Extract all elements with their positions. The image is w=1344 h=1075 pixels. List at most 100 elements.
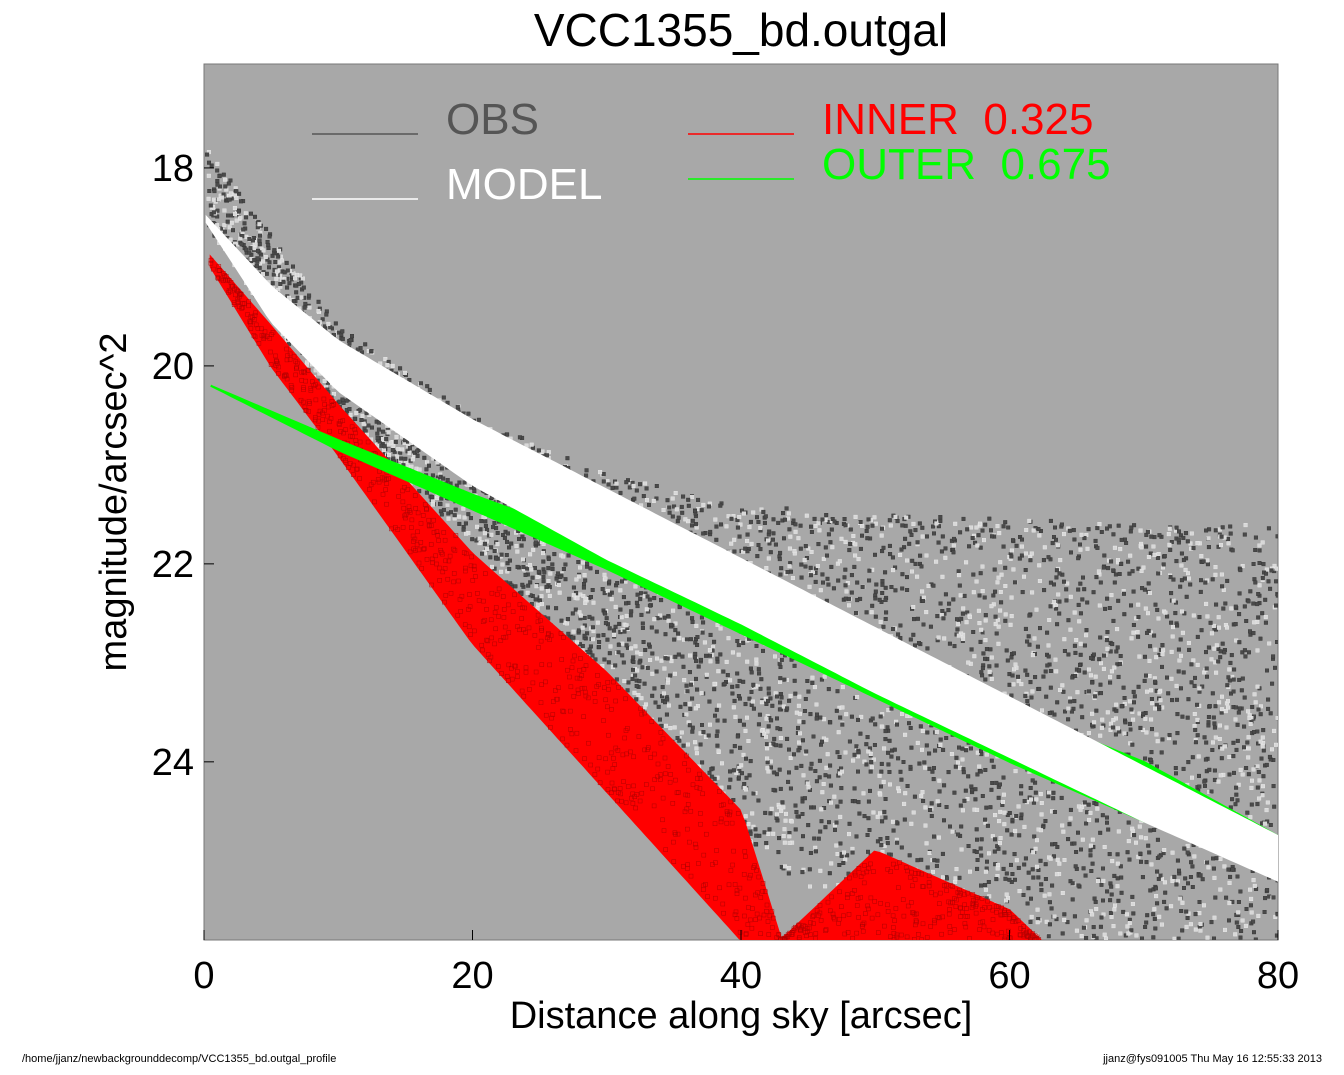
obs-point xyxy=(1136,602,1141,607)
obs-point xyxy=(1007,682,1012,687)
obs-point xyxy=(782,536,787,541)
obs-point xyxy=(537,598,542,603)
obs-point xyxy=(702,640,707,645)
obs-point xyxy=(1261,562,1266,567)
obs-point xyxy=(614,481,619,486)
obs-point xyxy=(1084,918,1089,923)
obs-point xyxy=(1225,537,1230,542)
obs-point xyxy=(648,658,653,663)
obs-point xyxy=(1094,708,1099,713)
obs-point xyxy=(861,791,866,796)
obs-point xyxy=(931,524,936,529)
obs-point xyxy=(1105,646,1110,651)
obs-point xyxy=(445,478,450,483)
obs-point xyxy=(1159,664,1164,669)
obs-point xyxy=(1027,613,1032,618)
obs-point xyxy=(787,698,792,703)
obs-point xyxy=(215,168,220,173)
obs-point xyxy=(781,511,786,516)
obs-point xyxy=(755,554,760,559)
obs-point xyxy=(778,665,783,670)
obs-point xyxy=(920,729,925,734)
obs-point xyxy=(541,579,546,584)
obs-point xyxy=(788,534,793,539)
obs-point xyxy=(853,799,858,804)
obs-point xyxy=(1108,674,1113,679)
obs-point xyxy=(1126,931,1131,936)
obs-point xyxy=(1169,676,1174,681)
obs-point xyxy=(814,716,819,721)
obs-point xyxy=(722,718,727,723)
obs-point xyxy=(1189,680,1194,685)
obs-point xyxy=(888,552,893,557)
obs-point xyxy=(693,706,698,711)
obs-point xyxy=(778,692,783,697)
obs-point xyxy=(1210,740,1215,745)
obs-point xyxy=(601,479,606,484)
obs-point xyxy=(866,816,871,821)
obs-point xyxy=(1106,827,1111,832)
obs-point xyxy=(1019,812,1024,817)
obs-point xyxy=(1179,563,1184,568)
obs-point xyxy=(961,770,966,775)
obs-point xyxy=(745,715,750,720)
obs-point xyxy=(654,484,659,489)
obs-point xyxy=(738,745,743,750)
obs-point xyxy=(1131,589,1136,594)
obs-point xyxy=(756,798,761,803)
obs-point xyxy=(1244,907,1249,912)
obs-point xyxy=(725,673,730,678)
obs-point xyxy=(736,643,741,648)
obs-point xyxy=(505,539,510,544)
obs-point xyxy=(730,684,735,689)
obs-point xyxy=(1146,581,1151,586)
obs-point xyxy=(1108,898,1113,903)
obs-point xyxy=(785,706,790,711)
obs-point xyxy=(936,635,941,640)
obs-point xyxy=(540,449,545,454)
obs-point xyxy=(1085,810,1090,815)
obs-point xyxy=(832,794,837,799)
obs-point xyxy=(620,641,625,646)
obs-point xyxy=(781,834,786,839)
obs-point xyxy=(662,691,667,696)
obs-point xyxy=(429,495,434,500)
obs-point xyxy=(924,610,929,615)
obs-point xyxy=(941,616,946,621)
obs-point xyxy=(1260,611,1265,616)
obs-point xyxy=(1003,584,1008,589)
obs-point xyxy=(1095,879,1100,884)
obs-point xyxy=(936,540,941,545)
obs-point xyxy=(642,705,647,710)
obs-point xyxy=(972,654,977,659)
obs-point xyxy=(789,819,794,824)
obs-point xyxy=(893,588,898,593)
obs-point xyxy=(570,611,575,616)
obs-point xyxy=(983,768,988,773)
obs-point xyxy=(1041,825,1046,830)
obs-point xyxy=(1122,731,1127,736)
obs-point xyxy=(1230,797,1235,802)
obs-point xyxy=(959,824,964,829)
obs-point xyxy=(1043,862,1048,867)
obs-point xyxy=(1170,850,1175,855)
obs-point xyxy=(1136,634,1141,639)
obs-point xyxy=(1054,917,1059,922)
obs-point xyxy=(755,515,760,520)
obs-point xyxy=(971,572,976,577)
obs-point xyxy=(369,425,374,430)
obs-point xyxy=(1090,711,1095,716)
obs-point xyxy=(1013,877,1018,882)
obs-point xyxy=(1029,551,1034,556)
obs-point xyxy=(738,522,743,527)
obs-point xyxy=(1247,629,1252,634)
obs-point xyxy=(945,876,950,881)
obs-point xyxy=(1157,914,1162,919)
obs-point xyxy=(638,482,643,487)
obs-point xyxy=(1118,547,1123,552)
obs-point xyxy=(478,527,483,532)
obs-point xyxy=(730,691,735,696)
obs-point xyxy=(1189,775,1194,780)
obs-point xyxy=(1261,774,1266,779)
obs-point xyxy=(763,696,768,701)
